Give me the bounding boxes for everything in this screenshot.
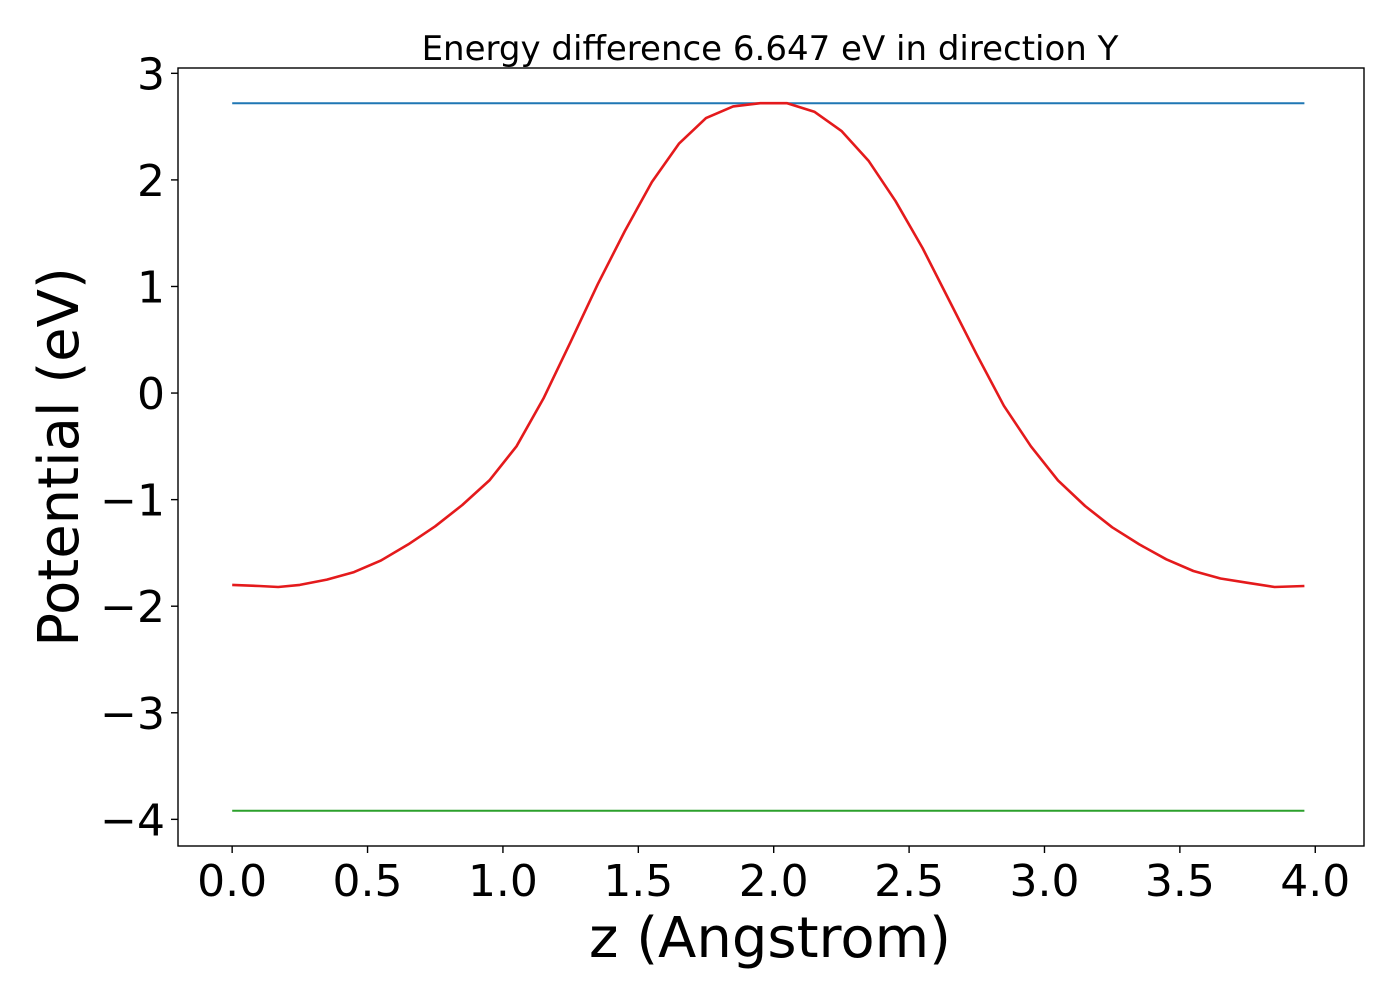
- x-axis-title: z (Angstrom): [589, 906, 951, 971]
- x-tick-label: 1.0: [468, 856, 538, 907]
- x-axis: 0.0 0.5 1.0 1.5 2.0 2.5 3.0 3.5 4.0: [197, 846, 1350, 907]
- y-tick-label: 2: [137, 156, 165, 207]
- y-tick-label: 3: [137, 49, 165, 100]
- x-tick-label: 2.0: [739, 856, 809, 907]
- y-axis: 3 2 1 0 −1 −2 −3 −4: [100, 49, 178, 846]
- y-axis-title: Potential (eV): [27, 267, 92, 647]
- x-tick-label: 4.0: [1280, 856, 1350, 907]
- y-tick-label: −1: [100, 476, 165, 527]
- x-tick-label: 0.5: [333, 856, 403, 907]
- y-tick-label: −3: [100, 689, 165, 740]
- y-tick-label: −4: [100, 795, 165, 846]
- plot-frame: [177, 67, 1365, 847]
- x-tick-label: 1.5: [603, 856, 673, 907]
- y-tick-label: −2: [100, 582, 165, 633]
- y-tick-label: 0: [137, 369, 165, 420]
- series-layer: [232, 101, 1305, 812]
- y-tick-label: 1: [137, 262, 165, 313]
- series-line-3: [232, 101, 1305, 589]
- x-tick-label: 2.5: [874, 856, 944, 907]
- x-tick-label: 0.0: [197, 856, 267, 907]
- x-tick-label: 3.5: [1145, 856, 1215, 907]
- x-tick-label: 3.0: [1009, 856, 1079, 907]
- chart-title: Energy difference 6.647 eV in direction …: [422, 29, 1119, 69]
